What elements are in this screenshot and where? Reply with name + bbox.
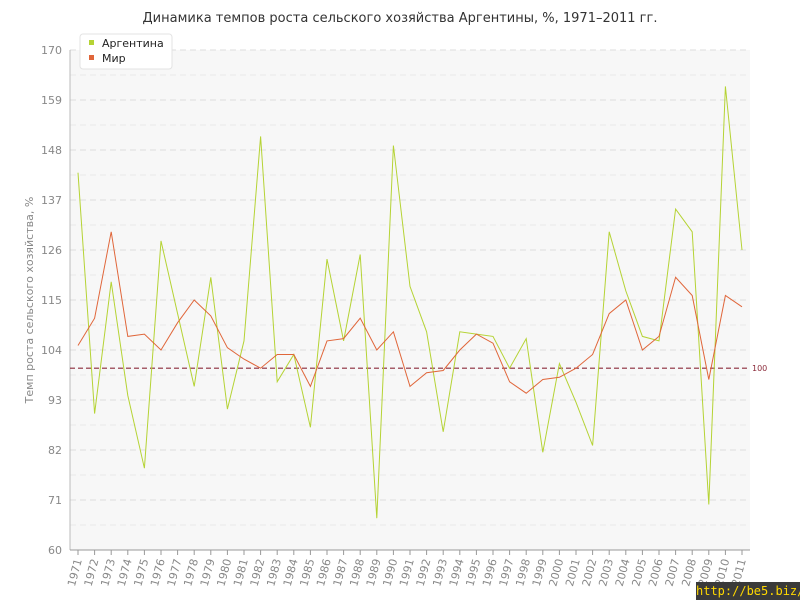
series-line-1 <box>77 86 743 519</box>
y-tick-label: 126 <box>41 244 62 257</box>
legend-label: Мир <box>102 52 126 65</box>
y-tick-label: 82 <box>48 444 62 457</box>
y-tick-label: 137 <box>41 194 62 207</box>
watermark[interactable]: http://be5.biz/ <box>696 582 800 600</box>
y-tick-label: 104 <box>41 344 62 357</box>
y-tick-label: 93 <box>48 394 62 407</box>
y-tick-label: 71 <box>48 494 62 507</box>
y-axis-label: Темп роста сельского хозяйства, % <box>23 197 36 405</box>
reference-line-label: 100 <box>752 364 767 373</box>
legend: Аргентина Мир <box>79 33 173 70</box>
y-tick-label: 60 <box>48 544 62 557</box>
grid-lines <box>70 49 750 526</box>
series-lines <box>77 86 743 519</box>
legend-box <box>79 33 173 70</box>
series-line-2 <box>77 231 743 394</box>
legend-label: Аргентина <box>102 37 164 50</box>
y-axis-ticks: 60 71 82 93 104 115 126 137 148 159 170 <box>41 44 62 557</box>
y-tick-label: 159 <box>41 94 62 107</box>
legend-swatch <box>89 40 94 45</box>
chart-title: Динамика темпов роста сельского хозяйств… <box>143 11 658 26</box>
y-tick-label: 148 <box>41 144 62 157</box>
reference-line-100: 100 <box>70 364 767 373</box>
x-axis-ticks: 1971197219731974197519761977197819791980… <box>65 550 749 588</box>
y-tick-label: 170 <box>41 44 62 57</box>
legend-swatch <box>89 55 94 60</box>
y-tick-label: 115 <box>41 294 62 307</box>
